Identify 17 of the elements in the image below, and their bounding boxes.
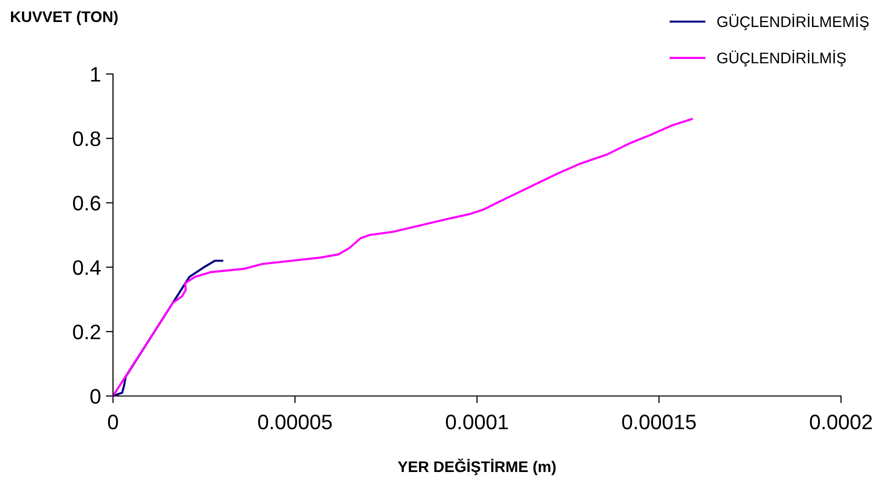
line-series — [112, 118, 693, 398]
y-tick-label: 1 — [91, 67, 100, 82]
x-tick-label: 0.00015 — [622, 414, 696, 430]
line-series — [112, 260, 224, 398]
x-tick-label: 0.0002 — [810, 414, 872, 430]
x-tick-label: 0.00005 — [258, 414, 332, 430]
y-tick-label: 0.4 — [73, 260, 101, 275]
chart-title: KUVVET (TON) — [11, 10, 118, 26]
x-tick-label: 0.0001 — [446, 414, 508, 430]
y-tick-label: 0.2 — [73, 324, 100, 340]
y-tick-label: 0.6 — [73, 196, 100, 211]
legend-label: GÜÇLENDİRİLMEMİŞ — [717, 14, 869, 30]
y-tick-label: 0.8 — [73, 131, 100, 146]
legend-label: GÜÇLENDİRİLMİŞ — [717, 50, 846, 67]
x-axis-title: YER DEĞİŞTİRME (m) — [398, 458, 556, 476]
x-tick-label: 0 — [108, 414, 118, 430]
y-tick-label: 0 — [90, 389, 100, 404]
